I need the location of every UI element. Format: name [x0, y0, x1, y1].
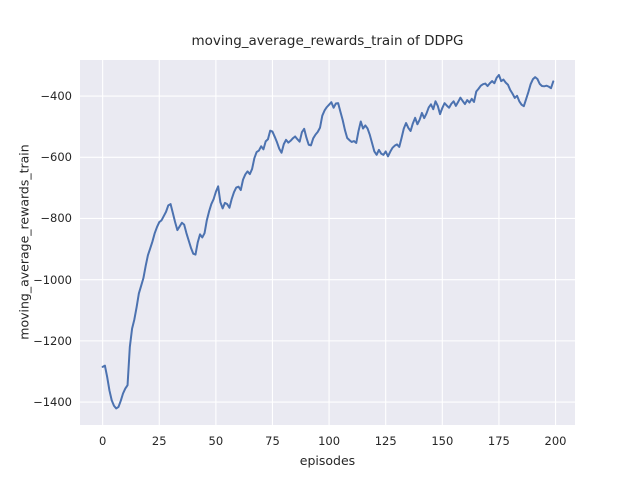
x-tick-label: 25	[151, 434, 167, 448]
y-tick-label: −800	[40, 211, 72, 226]
line-chart-svg	[80, 60, 575, 425]
y-tick-label: −1000	[33, 272, 72, 287]
x-tick-label: 100	[318, 434, 341, 448]
x-tick-label: 150	[431, 434, 454, 448]
x-tick-label: 50	[208, 434, 224, 448]
x-tick-label: 200	[544, 434, 567, 448]
chart-title: moving_average_rewards_train of DDPG	[191, 33, 464, 49]
y-tick-label: −600	[40, 150, 72, 165]
plot-area	[80, 60, 575, 425]
data-line	[101, 73, 555, 410]
series-lines	[101, 73, 555, 410]
x-tick-label: 0	[98, 434, 107, 448]
y-tick-label: −1200	[33, 333, 72, 348]
x-tick-label: 175	[487, 434, 510, 448]
x-tick-label: 125	[374, 434, 397, 448]
y-tick-label: −400	[40, 89, 72, 104]
x-axis-label: episodes	[299, 453, 356, 468]
gridlines	[80, 60, 575, 425]
y-axis-label: moving_average_rewards_train	[16, 144, 32, 340]
y-tick-label: −1400	[33, 395, 72, 410]
x-tick-label: 75	[265, 434, 280, 448]
